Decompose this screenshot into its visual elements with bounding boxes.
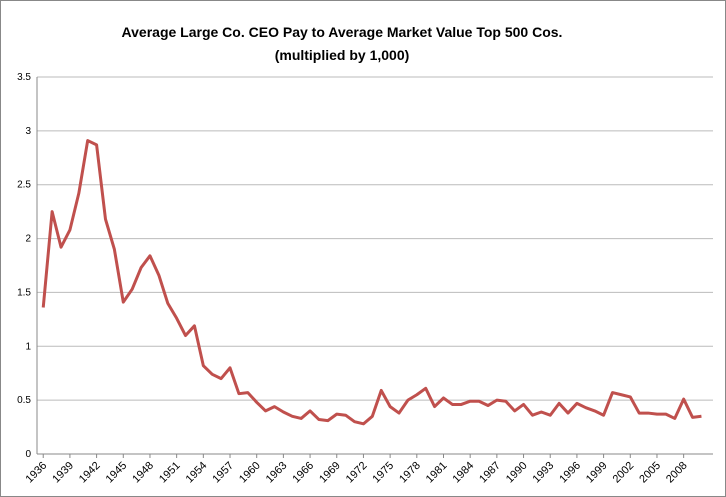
y-tick-label: 2 [25, 234, 31, 245]
chart-title: Average Large Co. CEO Pay to Average Mar… [122, 24, 563, 40]
y-tick-label: 0.5 [17, 395, 31, 406]
y-tick-label: 3.5 [17, 72, 31, 83]
data-line [41, 139, 702, 426]
y-tick-label: 0 [25, 449, 31, 460]
chart-subtitle: (multiplied by 1,000) [275, 47, 410, 63]
y-tick-label: 1.5 [17, 287, 31, 298]
y-tick-label: 2.5 [17, 180, 31, 191]
y-tick-label: 3 [25, 126, 31, 137]
y-tick-label: 1 [25, 341, 31, 352]
